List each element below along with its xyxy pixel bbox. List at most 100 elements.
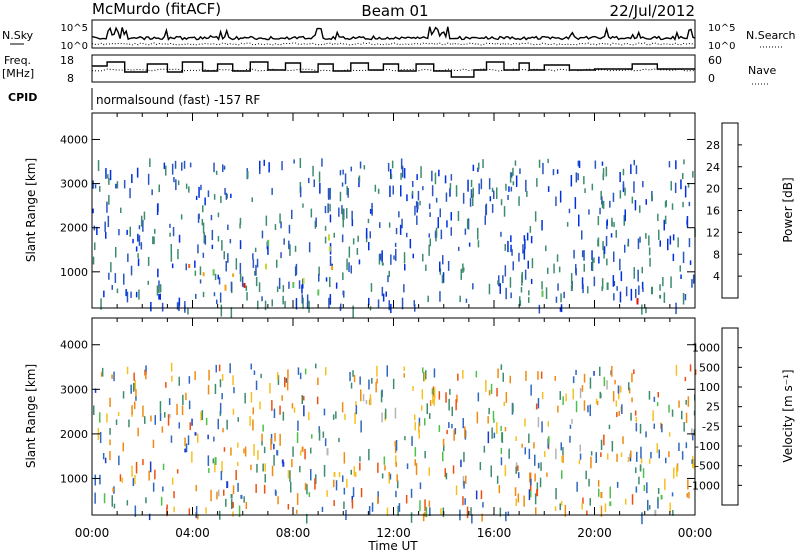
scatter-cell <box>613 251 615 262</box>
scatter-cell <box>359 161 362 169</box>
scatter-cell <box>362 394 365 402</box>
scatter-cell <box>440 508 442 515</box>
scatter-cell <box>410 512 413 523</box>
scatter-cell <box>468 242 471 247</box>
scatter-cell <box>227 224 229 230</box>
scatter-cell <box>434 231 437 239</box>
scatter-cell <box>94 388 97 393</box>
scatter-cell <box>197 214 200 223</box>
scatter-cell <box>178 422 180 429</box>
scatter-cell <box>324 225 327 231</box>
scatter-cell <box>221 461 223 473</box>
scatter-cell <box>554 506 557 511</box>
scatter-cell <box>676 465 678 477</box>
scatter-cell <box>472 187 474 198</box>
scatter-cell <box>94 184 97 189</box>
scatter-cell <box>547 421 549 427</box>
scatter-cell <box>110 262 112 273</box>
scatter-cell <box>595 452 597 463</box>
scatter-cell <box>490 383 493 394</box>
scatter-cell <box>523 235 526 241</box>
scatter-cell <box>668 432 671 437</box>
scatter-cell <box>630 412 632 421</box>
scatter-cell <box>188 186 190 193</box>
scatter-cell <box>664 215 667 225</box>
scatter-cell <box>412 181 414 188</box>
scatter-cell <box>134 505 137 517</box>
scatter-cell <box>350 469 352 475</box>
scatter-cell <box>589 404 591 417</box>
freq-left-tick-bottom: 8 <box>67 72 74 85</box>
scatter-cell <box>354 412 356 424</box>
scatter-cell <box>341 234 344 243</box>
scatter-cell <box>170 362 173 372</box>
scatter-cell <box>583 263 585 272</box>
scatter-cell <box>168 398 171 405</box>
scatter-cell <box>127 253 129 262</box>
scatter-cell <box>394 441 396 447</box>
scatter-cell <box>665 457 667 464</box>
scatter-cell <box>591 250 593 260</box>
scatter-cell <box>687 182 690 188</box>
power-scatter-layer <box>92 158 696 318</box>
scatter-cell <box>303 395 305 401</box>
colorbar-tick-label: 500 <box>699 361 720 374</box>
scatter-cell <box>109 170 112 181</box>
scatter-cell <box>289 244 291 256</box>
y-tick-label: 2000 <box>60 222 88 235</box>
scatter-cell <box>341 402 344 413</box>
scatter-cell <box>318 426 320 433</box>
colorbar-tick-label: 4 <box>713 270 720 283</box>
scatter-cell <box>131 174 133 184</box>
scatter-cell <box>475 490 478 500</box>
scatter-cell <box>657 213 659 221</box>
scatter-cell <box>619 385 622 393</box>
scatter-cell <box>293 159 295 164</box>
scatter-cell <box>223 489 225 496</box>
scatter-cell <box>333 232 335 238</box>
scatter-cell <box>415 463 418 476</box>
scatter-cell <box>653 396 656 402</box>
scatter-cell <box>563 291 565 299</box>
scatter-cell <box>613 222 615 228</box>
scatter-cell <box>390 174 393 180</box>
scatter-cell <box>232 502 234 508</box>
scatter-cell <box>99 412 101 423</box>
scatter-cell <box>631 373 633 383</box>
scatter-cell <box>504 465 507 477</box>
echo-cell <box>541 290 544 297</box>
scatter-cell <box>445 192 448 202</box>
scatter-cell <box>422 253 424 262</box>
echo-cell <box>636 298 639 305</box>
scatter-cell <box>178 234 181 243</box>
scatter-cell <box>369 394 372 406</box>
scatter-cell <box>100 372 103 377</box>
echo-cell <box>214 457 217 465</box>
scatter-cell <box>657 496 659 502</box>
scatter-cell <box>219 292 222 303</box>
scatter-cell <box>571 281 573 289</box>
scatter-cell <box>622 168 625 176</box>
scatter-cell <box>148 513 151 521</box>
scatter-cell <box>683 422 685 432</box>
scatter-cell <box>207 434 209 440</box>
scatter-cell <box>602 241 604 251</box>
scatter-cell <box>169 223 171 228</box>
scatter-cell <box>220 304 223 317</box>
scatter-cell <box>111 374 113 379</box>
scatter-cell <box>575 264 577 274</box>
scatter-cell <box>582 497 584 504</box>
scatter-cell <box>561 470 563 479</box>
scatter-cell <box>477 240 480 248</box>
scatter-cell <box>106 413 108 423</box>
scatter-cell <box>311 434 313 439</box>
scatter-cell <box>528 290 530 296</box>
scatter-cell <box>113 503 116 509</box>
scatter-cell <box>135 461 138 474</box>
scatter-cell <box>352 487 355 498</box>
scatter-cell <box>130 384 132 394</box>
echo-cell <box>606 282 609 290</box>
scatter-cell <box>449 388 451 395</box>
scatter-cell <box>432 395 434 404</box>
scatter-cell <box>520 287 523 293</box>
